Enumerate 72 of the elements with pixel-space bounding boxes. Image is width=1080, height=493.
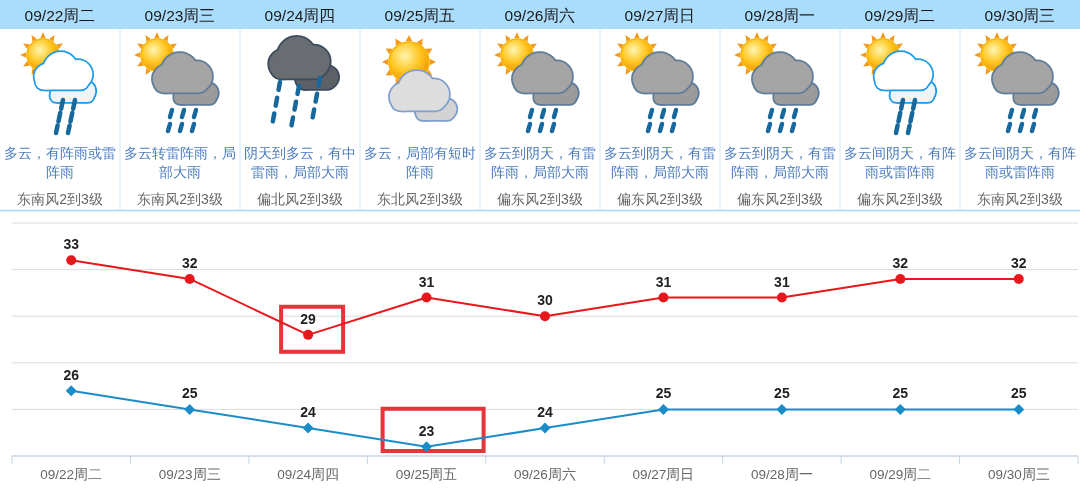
data-label: 25 [774,385,790,402]
text: 东南风2到3级 [137,191,223,207]
point [184,403,196,415]
category-label: 09/25周五 [384,7,456,24]
data-label: 30 [537,292,553,309]
text: 阴天到多云，有中雷雨，局部大雨 [244,145,356,180]
data-label: 33 [63,236,80,253]
data-label: 25 [1010,385,1027,402]
data-label: 32 [1010,254,1027,271]
data-label: 31 [418,273,435,290]
text: 多云间阴天，有阵雨或雷阵雨 [964,145,1076,180]
category-label: 09/30周三 [984,7,1056,24]
data-label: 31 [774,273,790,290]
data-label: 24 [537,404,553,421]
text: 偏东风2到3级 [737,191,823,207]
x-tick-label: 09/26周六 [514,467,576,482]
text: 多云到阴天，有雷阵雨，局部大雨 [604,145,716,180]
text: 东南风2到3级 [17,191,103,207]
x-tick-label: 09/29周二 [869,467,932,482]
data-label: 26 [63,366,80,383]
data-label: 25 [655,385,672,402]
x-tick-label: 09/27周日 [632,467,695,482]
point [303,329,314,340]
data-label: 25 [181,385,198,402]
point [539,422,551,434]
point [540,311,550,322]
category-label: 09/29周二 [864,7,936,24]
point [184,273,195,284]
point [1013,273,1024,284]
category-label: 09/22周二 [24,7,96,24]
text: 多云间阴天，有阵雨或雷阵雨 [844,145,956,180]
x-tick-label: 09/25周五 [395,467,458,482]
data-label: 29 [300,310,317,327]
point [657,403,669,415]
category-label: 09/28周一 [744,7,816,24]
text: 偏东风2到3级 [497,191,583,207]
text: 东南风2到3级 [977,191,1063,207]
x-tick-label: 09/24周四 [277,467,340,482]
point [421,441,433,453]
category-label: 09/27周日 [624,7,696,24]
point [66,255,77,266]
point [302,422,314,434]
point [895,273,906,284]
data-label: 32 [892,254,909,271]
category-label: 09/24周四 [264,7,336,24]
data-label: 25 [892,385,909,402]
data-label: 24 [300,404,317,421]
text: 偏东风2到3级 [857,191,943,207]
text: 多云到阴天，有雷阵雨，局部大雨 [724,145,836,180]
x-tick-label: 09/28周一 [750,467,813,482]
x-tick-label: 09/30周三 [987,467,1050,482]
data-label: 32 [181,254,198,271]
point [1013,403,1025,415]
category-label: 09/23周三 [144,7,216,24]
text: 东北风2到3级 [377,191,463,207]
text: 多云转雷阵雨，局部大雨 [124,145,236,180]
point [65,385,77,397]
point [421,292,432,303]
data-label: 23 [418,422,435,439]
text: 多云，有阵雨或雷阵雨 [4,145,116,180]
point [658,292,669,303]
x-tick-label: 09/22周二 [40,467,103,482]
text: 偏东风2到3级 [617,191,703,207]
category-label: 09/26周六 [504,7,576,24]
text: 偏北风2到3级 [257,191,343,207]
data-label: 31 [655,273,672,290]
text: 多云，局部有短时阵雨 [364,145,476,180]
point [894,403,906,415]
x-tick-label: 09/23周三 [158,467,221,482]
text: 多云到阴天，有雷阵雨，局部大雨 [484,145,596,180]
point [776,292,787,303]
point [776,403,788,415]
